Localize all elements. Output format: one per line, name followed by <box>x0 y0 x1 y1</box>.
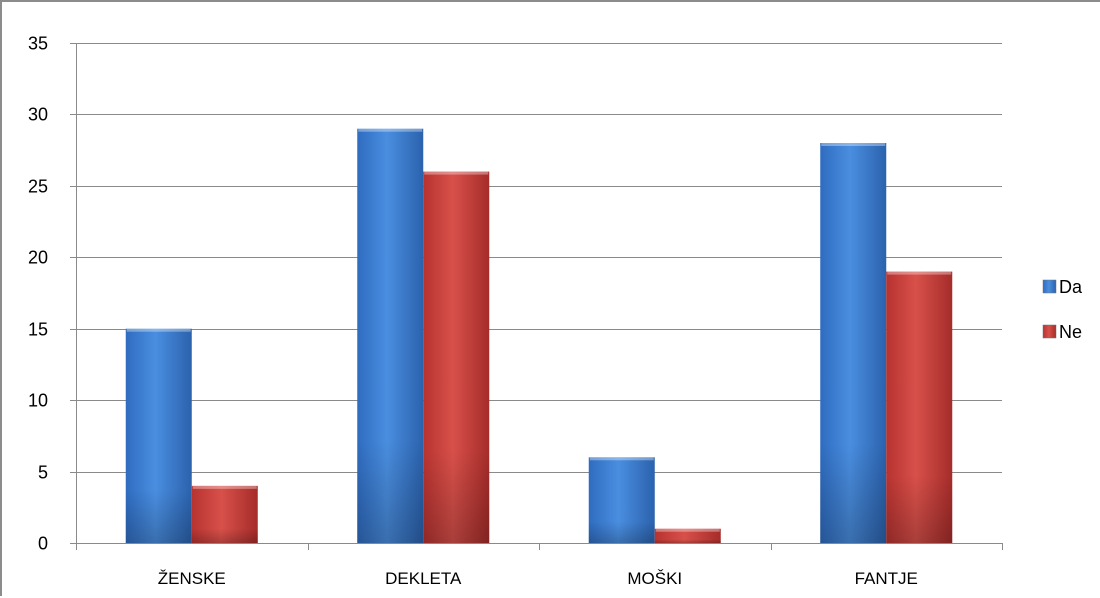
bar-bevel <box>655 528 720 532</box>
bar-bevel <box>358 128 423 132</box>
y-tick-label: 0 <box>38 534 48 554</box>
y-tick-label: 10 <box>28 391 48 411</box>
x-category-label: FANTJE <box>855 569 918 588</box>
bar-shading <box>423 171 490 544</box>
bar-shading <box>886 271 953 543</box>
legend-label-da: Da <box>1059 277 1083 297</box>
y-tick-label: 35 <box>28 34 48 54</box>
bar-shading <box>588 457 655 543</box>
legend-swatch-da <box>1042 279 1057 294</box>
axes <box>70 43 1003 550</box>
bar-shading <box>357 128 424 543</box>
y-tick-label: 20 <box>28 248 48 268</box>
bars <box>125 128 953 544</box>
bar-bevel <box>126 328 191 332</box>
bar-bevel <box>589 457 654 461</box>
gridlines <box>76 43 1002 473</box>
x-category-label: MOŠKI <box>627 569 682 588</box>
legend-swatch-ne <box>1042 324 1057 339</box>
bar-bevel <box>887 271 952 275</box>
y-tick-label: 5 <box>38 463 48 483</box>
legend: Da Ne <box>1042 277 1083 342</box>
bar-bevel <box>424 171 489 175</box>
y-tick-label: 25 <box>28 177 48 197</box>
axis-labels: 0 5 10 15 20 25 30 35 ŽENSKE DEKLETA MOŠKI FANTJE <box>28 34 918 589</box>
bar-shading <box>191 485 258 543</box>
x-category-label: ŽENSKE <box>158 569 226 588</box>
y-tick-label: 15 <box>28 320 48 340</box>
bar-shading <box>125 328 192 543</box>
bar-shading <box>820 143 887 543</box>
bar-bevel <box>821 143 886 146</box>
legend-label-ne: Ne <box>1059 322 1082 342</box>
bar-bevel <box>192 485 257 489</box>
y-tick-label: 30 <box>28 105 48 125</box>
bar-shading <box>654 528 721 543</box>
x-category-label: DEKLETA <box>385 569 462 588</box>
